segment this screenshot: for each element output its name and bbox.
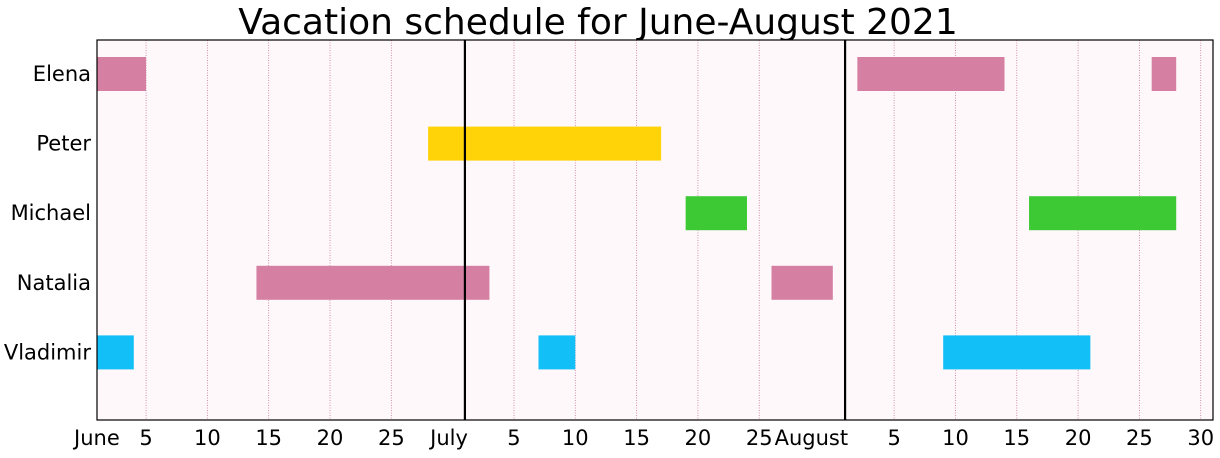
vacation-bar-vladimir bbox=[538, 335, 576, 370]
x-tick-label: 25 bbox=[378, 426, 405, 450]
x-tick-label: 5 bbox=[507, 426, 520, 450]
person-labels: Elena Peter Michael Natalia Vladimir bbox=[4, 62, 92, 364]
vacation-bar-elena bbox=[1151, 57, 1177, 91]
vacation-bar-natalia bbox=[771, 265, 833, 300]
person-label: Peter bbox=[36, 132, 91, 156]
vacation-bar-vladimir bbox=[97, 335, 134, 370]
x-tick-label: 10 bbox=[942, 426, 969, 450]
person-label: Vladimir bbox=[4, 340, 92, 364]
x-tick-label: 15 bbox=[255, 426, 282, 450]
person-label: Elena bbox=[33, 62, 91, 86]
x-tick-label: July bbox=[428, 426, 468, 450]
vacation-bar-vladimir bbox=[943, 335, 1091, 370]
vacation-bar-michael bbox=[1029, 196, 1177, 231]
vacation-bar-elena bbox=[97, 57, 147, 91]
x-tick-label: 20 bbox=[317, 426, 344, 450]
vacation-bar-peter bbox=[428, 126, 662, 161]
x-tick-label: 5 bbox=[887, 426, 900, 450]
vacation-bar-elena bbox=[857, 57, 1005, 91]
date-tick-labels: June 5 10 15 20 25 July 5 10 15 20 25 August 5 10 15 20 2… bbox=[72, 426, 1214, 450]
x-tick-label: 10 bbox=[194, 426, 221, 450]
x-tick-label: August bbox=[775, 426, 849, 450]
x-tick-label: 15 bbox=[1003, 426, 1030, 450]
vacation-bar-michael bbox=[685, 196, 747, 231]
person-label: Michael bbox=[11, 201, 91, 225]
x-tick-label: 15 bbox=[623, 426, 650, 450]
vacation-bar-natalia bbox=[256, 265, 490, 300]
x-tick-label: 30 bbox=[1187, 426, 1214, 450]
x-tick-label: 25 bbox=[1126, 426, 1153, 450]
x-tick-label: 5 bbox=[139, 426, 152, 450]
chart-title: Vacation schedule for June-August 2021 bbox=[238, 2, 958, 43]
x-tick-label: 20 bbox=[1065, 426, 1092, 450]
x-tick-label: 25 bbox=[746, 426, 773, 450]
plot-frame bbox=[96, 39, 1214, 421]
vacation-bars bbox=[97, 57, 1177, 370]
person-label: Natalia bbox=[17, 271, 91, 295]
x-tick-label: 10 bbox=[562, 426, 589, 450]
x-tick-label: 20 bbox=[685, 426, 712, 450]
x-tick-label: June bbox=[72, 426, 120, 450]
month-boundary-lines bbox=[463, 40, 847, 420]
